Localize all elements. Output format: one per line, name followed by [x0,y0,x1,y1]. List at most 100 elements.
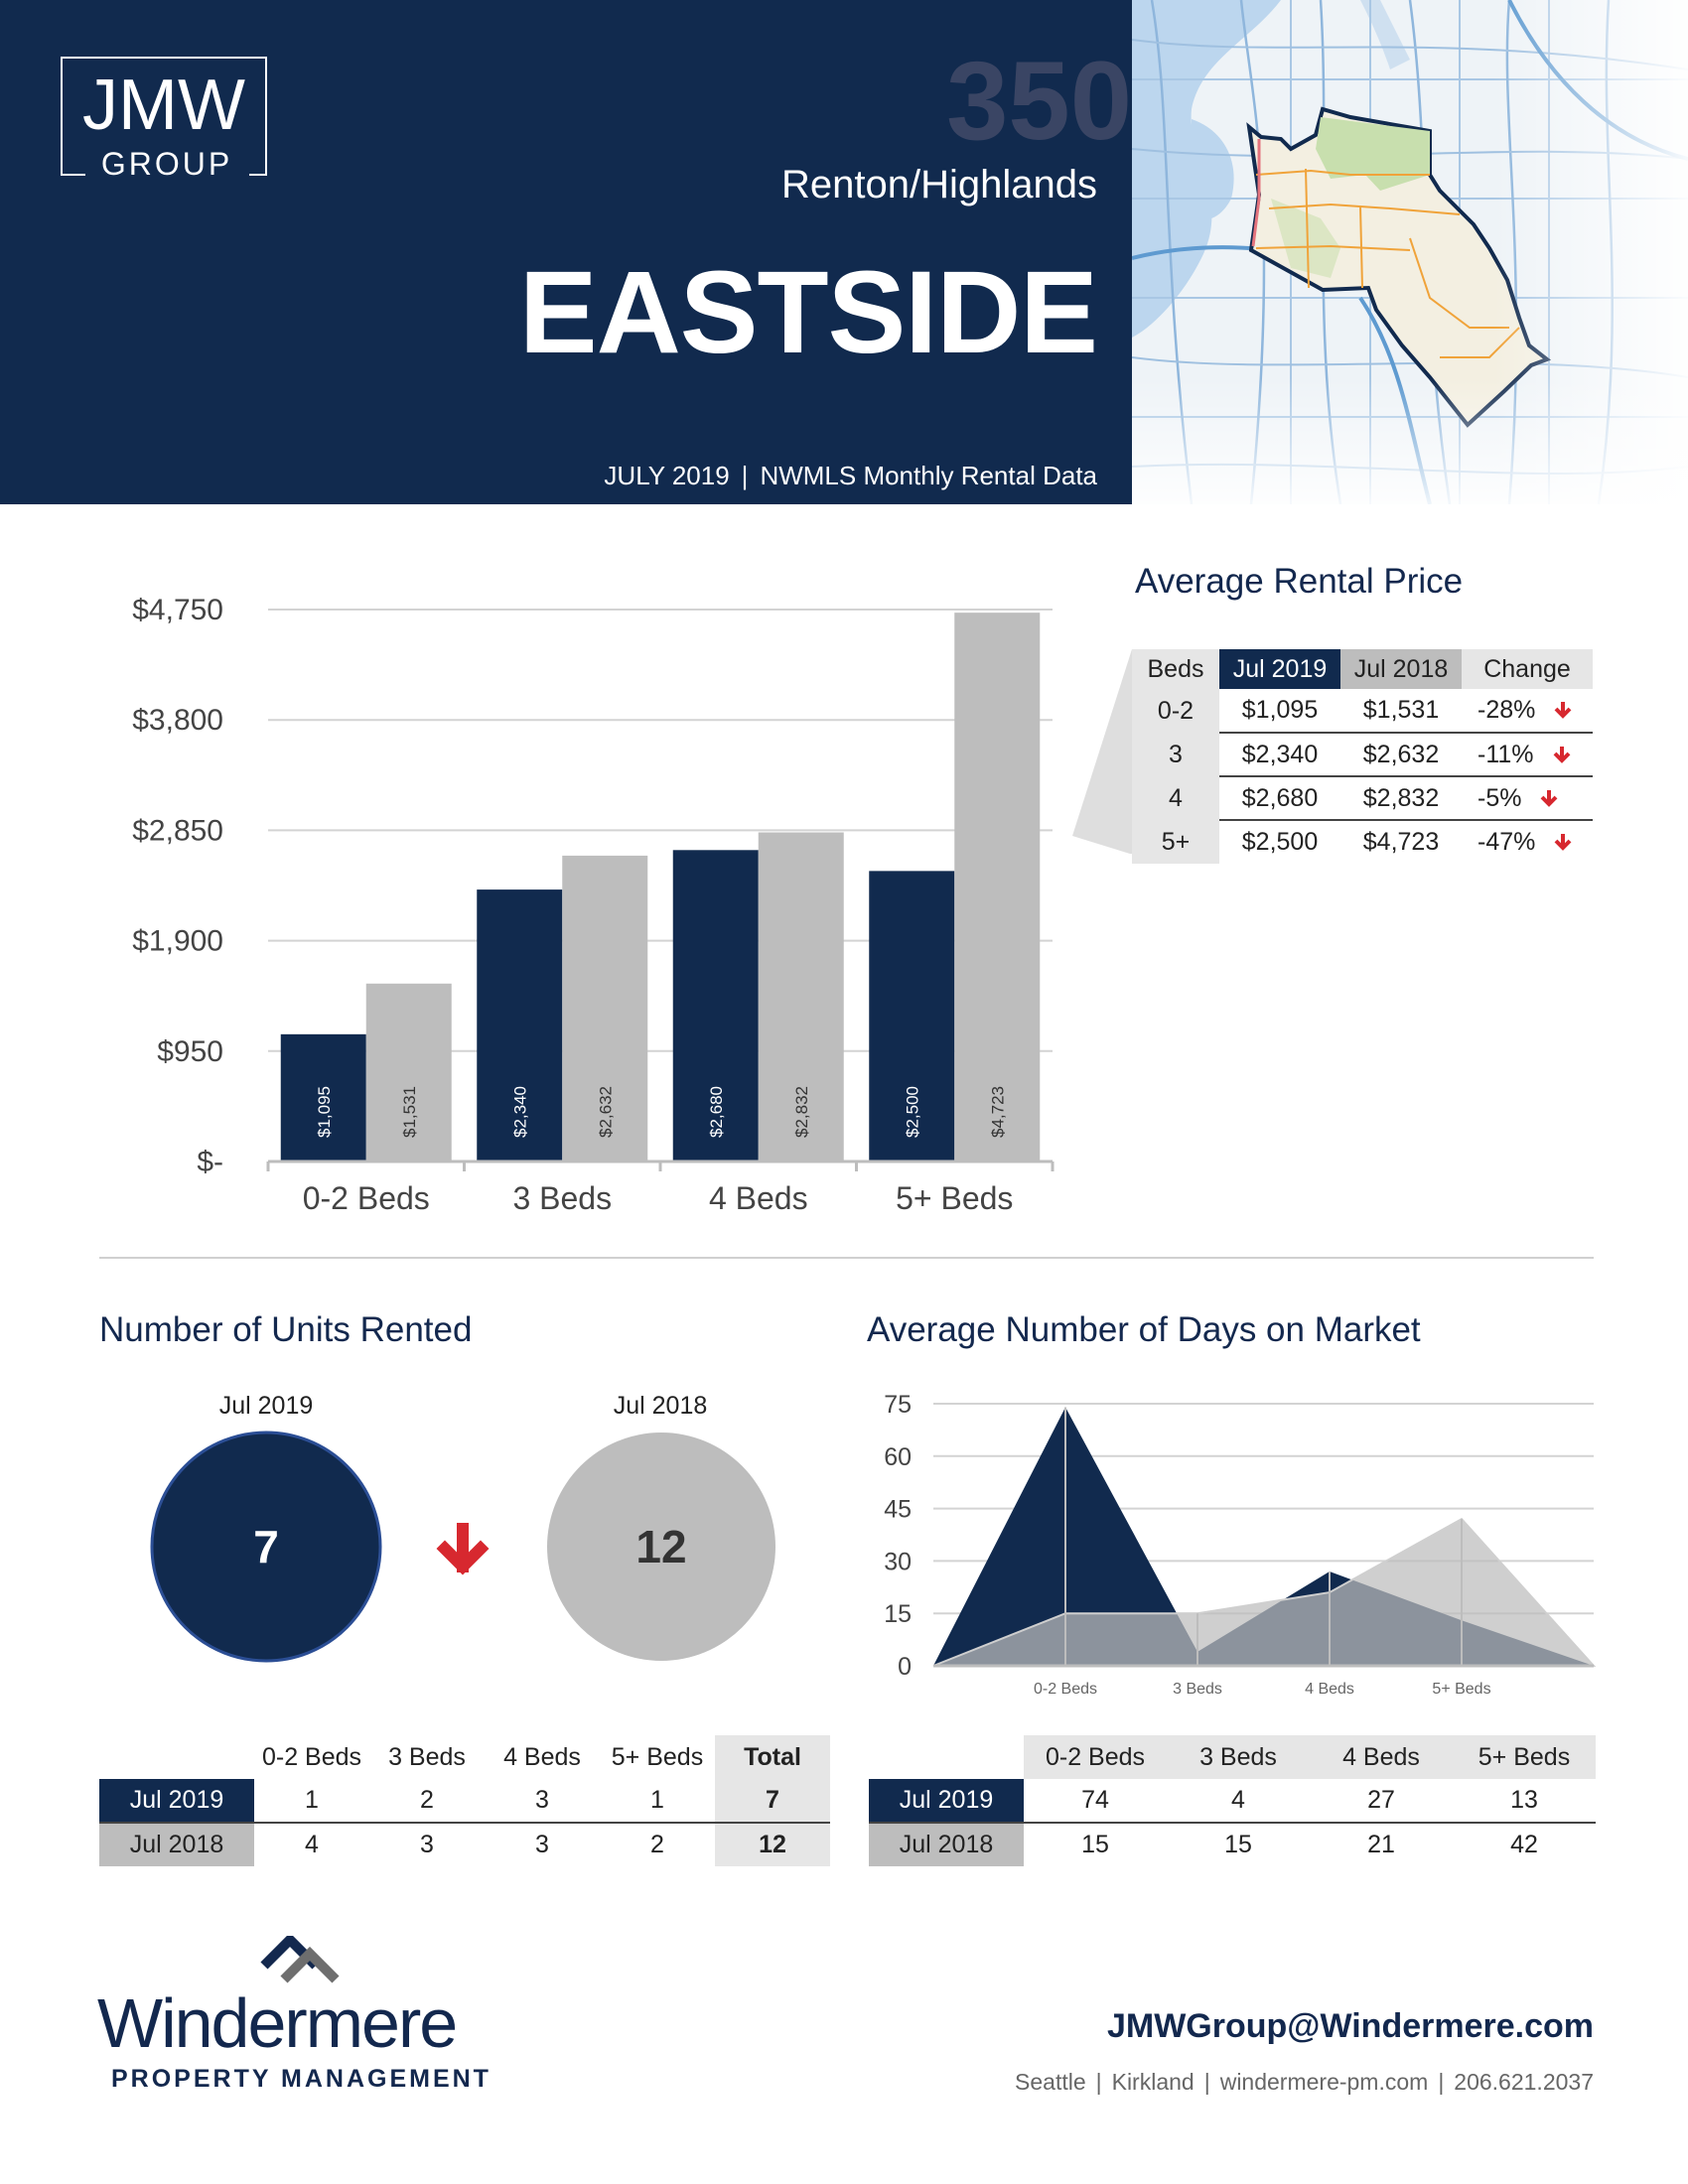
empty-header [869,1735,1024,1779]
website-link[interactable]: windermere-pm.com [1219,2069,1429,2095]
bar [477,889,563,1161]
col-header-jul2018: Jul 2018 [1340,649,1462,689]
col-header-jul2019: Jul 2019 [1219,649,1340,689]
table-cell: 1 [600,1779,715,1824]
units-section-title: Number of Units Rented [99,1310,473,1349]
bar [869,871,955,1161]
units-table-header: 0-2 Beds 3 Beds 4 Beds 5+ Beds Total [99,1735,830,1779]
units-2018-value: 12 [635,1521,686,1572]
y-tick-label: 15 [884,1600,912,1628]
bar [758,832,844,1161]
table-cell: 1 [254,1779,369,1824]
bar [280,1033,366,1161]
table-cell: 21 [1367,1831,1395,1858]
contact-separator: | [1203,2069,1210,2095]
report-source: NWMLS Monthly Rental Data [760,461,1097,490]
area-name: Renton/Highlands [781,163,1097,206]
table-row: Jul 2018 4 3 3 2 12 [99,1823,830,1866]
units-circles: 7 12 [150,1431,775,1663]
contact-separator: | [1438,2069,1445,2095]
y-tick-label: $3,800 [132,704,223,737]
y-tick-label: 30 [884,1548,912,1575]
row-label: Jul 2019 [99,1779,254,1824]
table-cell: 15 [1224,1831,1252,1858]
brand-name: Windermere [97,1984,458,2062]
units-2019-circle [150,1431,382,1663]
bar [365,983,452,1161]
units-table: 0-2 Beds 3 Beds 4 Beds 5+ Beds Total Jul… [99,1735,830,1866]
circle-2019-label: Jul 2019 [218,1392,314,1420]
y-tick-label: $4,750 [132,594,223,626]
change-cell: -11% [1462,733,1593,777]
change-value: -47% [1477,828,1536,856]
days-table: 0-2 Beds 3 Beds 4 Beds 5+ Beds Jul 2019 … [869,1735,1596,1866]
table-cell: 74 [1024,1779,1167,1824]
price-2018-cell: $2,832 [1340,776,1462,821]
table-row: 5+ $2,500 $4,723 -47% [1132,820,1593,864]
bar [672,850,759,1161]
col-header: 4 Beds [503,1742,581,1771]
days-table-header: 0-2 Beds 3 Beds 4 Beds 5+ Beds [869,1735,1596,1779]
bar-value-label: $4,723 [988,1086,1007,1138]
table-row: 3 $2,340 $2,632 -11% [1132,733,1593,777]
city-seattle: Seattle [1015,2069,1086,2095]
y-tick-label: $1,900 [132,925,223,958]
units-2019-value: 7 [253,1521,279,1572]
x-tick-label: 3 Beds [1173,1681,1222,1698]
empty-header [99,1735,254,1779]
bar-value-label: $2,500 [903,1086,921,1138]
table-connector [1072,649,1132,854]
y-tick-label: 60 [884,1443,912,1471]
price-table-header: Beds Jul 2019 Jul 2018 Change [1132,649,1593,689]
col-header-total: Total [715,1735,830,1779]
bar-value-label: $2,832 [792,1086,811,1138]
price-table: Beds Jul 2019 Jul 2018 Change 0-2 $1,095… [1132,649,1593,864]
table-cell: 42 [1510,1831,1538,1858]
y-tick-label: $2,850 [132,814,223,847]
change-value: -5% [1477,783,1522,812]
phone-number[interactable]: 206.621.2037 [1454,2069,1594,2095]
col-header-change: Change [1462,649,1593,689]
x-tick-label: 5+ Beds [1432,1681,1490,1698]
price-2018-cell: $1,531 [1340,689,1462,734]
x-tick-label: 0-2 Beds [303,1180,430,1211]
beds-cell: 5+ [1132,820,1219,864]
total-cell: 7 [715,1779,830,1824]
total-cell: 12 [715,1823,830,1866]
table-row: 0-2 $1,095 $1,531 -28% [1132,689,1593,734]
arrow-down-icon [1541,789,1558,807]
change-cell: -5% [1462,776,1593,821]
region-title: EASTSIDE [518,247,1098,378]
bar-value-label: $2,340 [510,1086,529,1138]
bar [562,855,648,1161]
table-cell: 13 [1453,1779,1596,1824]
price-2019-cell: $2,500 [1241,828,1319,856]
price-2018-cell: $2,632 [1340,733,1462,777]
x-tick-label: 0-2 Beds [1034,1681,1097,1698]
bar-value-label: $1,531 [400,1086,419,1138]
row-label: Jul 2018 [99,1823,254,1866]
x-tick-label: 5+ Beds [896,1180,1013,1211]
col-header: 3 Beds [1167,1735,1310,1779]
logo-main-text: JMW [82,66,245,145]
table-cell: 3 [535,1831,549,1858]
bar-value-label: $1,095 [315,1086,334,1138]
table-row: Jul 2019 74 4 27 13 [869,1779,1596,1824]
y-tick-label: 45 [884,1496,912,1524]
arrow-down-icon [436,1523,490,1575]
dateline-separator: | [741,461,749,490]
y-tick-label: 75 [884,1391,912,1419]
bar [954,613,1041,1161]
contact-email[interactable]: JMWGroup@Windermere.com [1106,2007,1594,2045]
y-tick-label: $- [197,1146,223,1178]
beds-cell: 0-2 [1132,689,1219,733]
brand-subtitle: PROPERTY MANAGEMENT [111,2065,492,2093]
y-tick-label: $950 [157,1035,223,1068]
col-header: 5+ Beds [1453,1735,1596,1779]
y-tick-label: 0 [898,1653,912,1681]
change-cell: -47% [1462,820,1593,864]
price-2019-cell: $2,680 [1219,776,1340,821]
report-dateline: JULY 2019 | NWMLS Monthly Rental Data [0,461,1097,491]
col-header: 0-2 Beds [1024,1735,1167,1779]
price-2019-cell: $1,095 [1219,689,1340,734]
